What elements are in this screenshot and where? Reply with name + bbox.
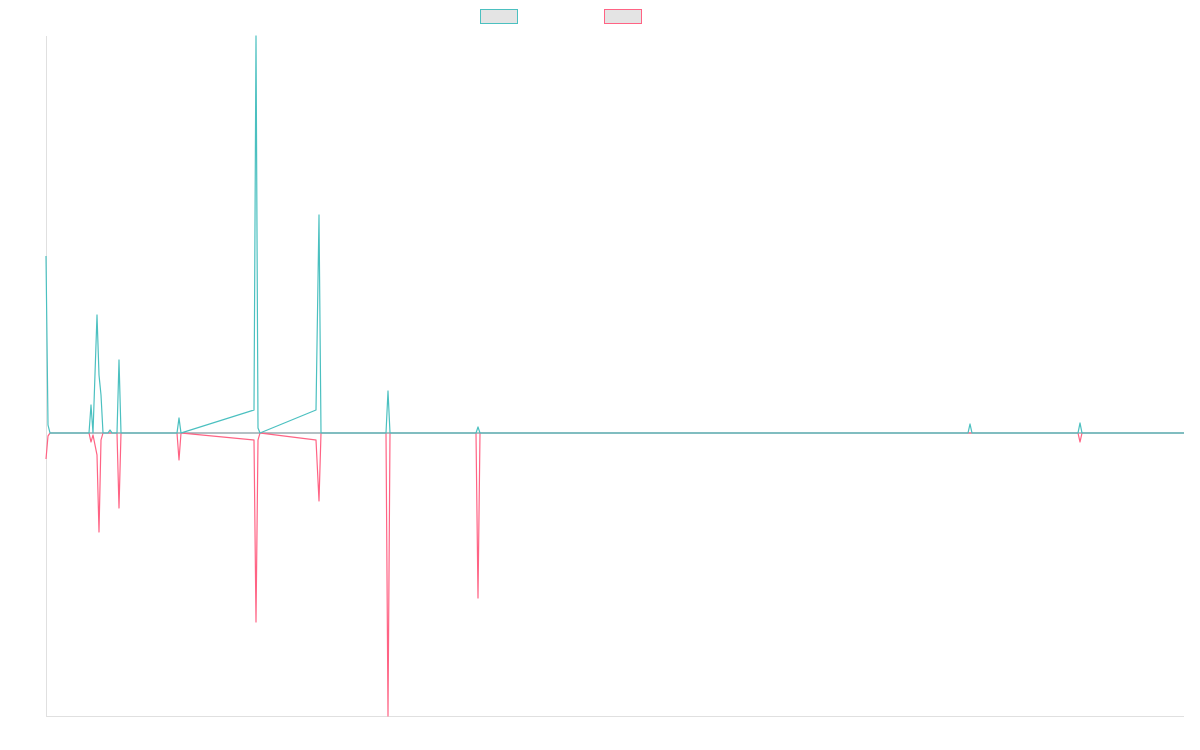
legend-item-series-2[interactable] <box>604 9 642 24</box>
series-line-2 <box>45 432 1184 717</box>
series-line-1 <box>45 35 1184 434</box>
legend-item-series-1[interactable] <box>480 9 518 24</box>
